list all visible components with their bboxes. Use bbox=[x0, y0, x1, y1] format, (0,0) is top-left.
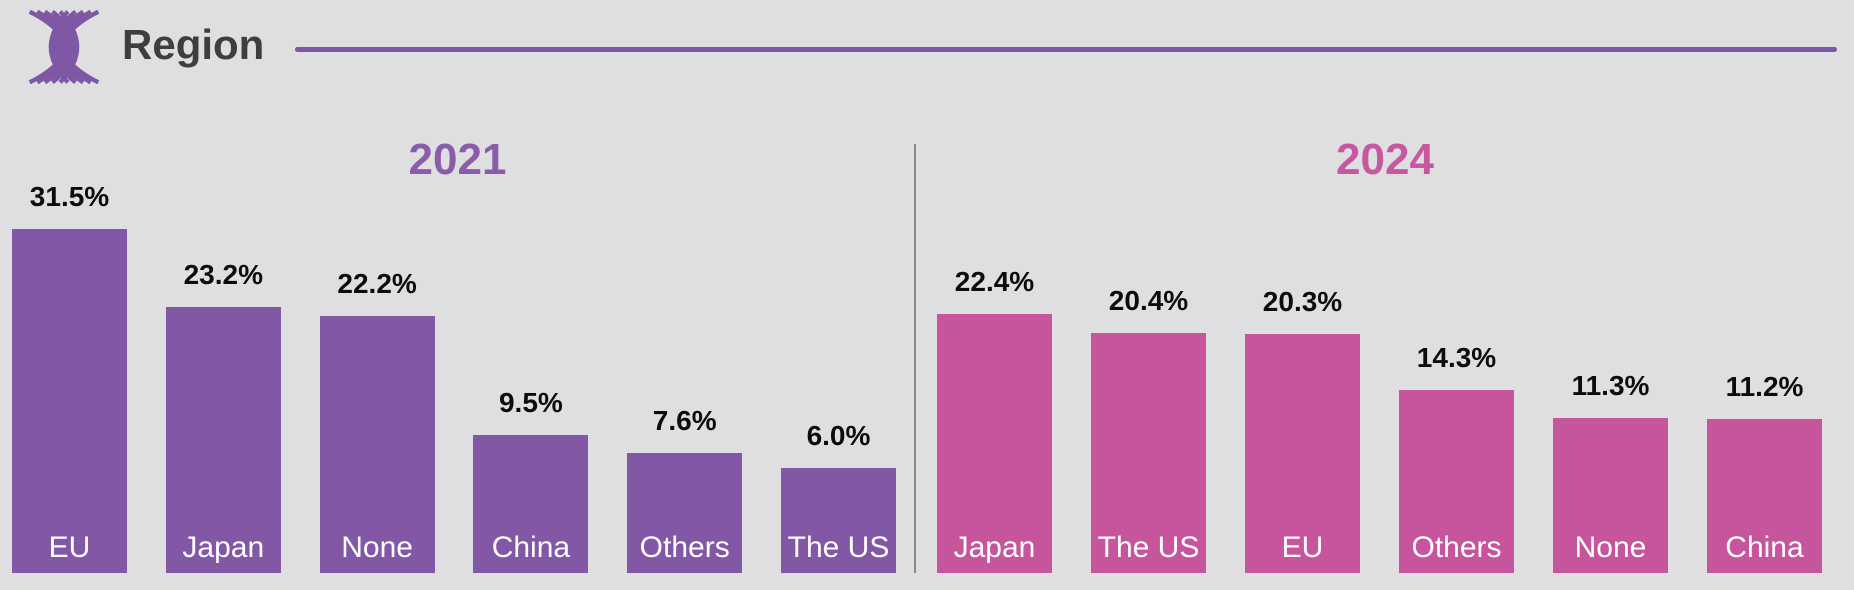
panel-2021: 2021 31.5% EU 23.2% Japan 22.2% None 9.5% China… bbox=[0, 0, 915, 573]
bar-category-label: None bbox=[1574, 531, 1647, 564]
bar: Others bbox=[627, 453, 743, 573]
bar-group: 11.3% None bbox=[1553, 370, 1668, 573]
bar-category-label: Japan bbox=[182, 531, 265, 564]
panel-title-2021: 2021 bbox=[408, 135, 507, 184]
bar: Others bbox=[1399, 390, 1514, 573]
bar-category-label: EU bbox=[48, 531, 91, 564]
header-accent-rule bbox=[295, 47, 1837, 52]
bar-category-label: The US bbox=[1097, 531, 1200, 564]
bar-group: 9.5% China bbox=[473, 387, 589, 573]
bar-group: 23.2% Japan bbox=[165, 259, 281, 573]
bar-value-label: 11.3% bbox=[1571, 370, 1650, 402]
bar: EU bbox=[12, 229, 127, 573]
bar-category-label: Others bbox=[639, 531, 730, 564]
asean-emblem-icon bbox=[28, 10, 100, 84]
bar-value-label: 20.3% bbox=[1262, 286, 1343, 318]
bar-value-label: 22.4% bbox=[954, 266, 1035, 298]
bar: None bbox=[1553, 418, 1668, 573]
bar-category-label: Japan bbox=[953, 531, 1036, 564]
bar-value-label: 6.0% bbox=[806, 420, 871, 452]
panel-2024-bars: 22.4% Japan 20.4% The US 20.3% EU 14.3% Others 1… bbox=[916, 266, 1854, 573]
bar-category-label: None bbox=[341, 531, 413, 564]
bar: China bbox=[473, 435, 589, 573]
bar-group: 22.2% None bbox=[319, 268, 435, 573]
bar-category-label: The US bbox=[787, 531, 890, 564]
bar: The US bbox=[780, 468, 896, 573]
panel-2021-bars: 31.5% EU 23.2% Japan 22.2% None 9.5% China 7.6% O… bbox=[0, 181, 915, 573]
bar: None bbox=[319, 316, 435, 573]
bar: Japan bbox=[937, 314, 1052, 573]
panel-title-2024: 2024 bbox=[1336, 135, 1434, 184]
bar-category-label: Others bbox=[1411, 531, 1502, 564]
bar-category-label: China bbox=[1725, 531, 1804, 564]
bar-value-label: 9.5% bbox=[498, 387, 563, 419]
page-title: Region bbox=[122, 21, 265, 68]
bar: China bbox=[1707, 419, 1822, 573]
bar-category-label: China bbox=[491, 531, 571, 564]
bar-group: 31.5% EU bbox=[12, 181, 127, 573]
bar-value-label: 14.3% bbox=[1416, 342, 1497, 374]
panel-divider-line bbox=[914, 144, 916, 573]
bar-value-label: 31.5% bbox=[29, 181, 110, 213]
bar-group: 22.4% Japan bbox=[937, 266, 1052, 573]
panel-2024: 2024 22.4% Japan 20.4% The US 20.3% EU 14.3% Ot… bbox=[916, 0, 1854, 573]
bar-group: 20.4% The US bbox=[1091, 285, 1206, 573]
bar-group: 11.2% China bbox=[1707, 371, 1822, 573]
bar: Japan bbox=[165, 307, 281, 573]
bar-value-label: 7.6% bbox=[652, 405, 717, 437]
bar-value-label: 23.2% bbox=[183, 259, 263, 291]
bar-group: 6.0% The US bbox=[780, 420, 896, 573]
bar-group: 7.6% Others bbox=[627, 405, 743, 573]
bar-value-label: 22.2% bbox=[337, 268, 417, 300]
bar-group: 14.3% Others bbox=[1399, 342, 1514, 573]
bar-category-label: EU bbox=[1281, 531, 1324, 564]
bar: The US bbox=[1091, 333, 1206, 573]
bar-group: 20.3% EU bbox=[1245, 286, 1360, 573]
bar: EU bbox=[1245, 334, 1360, 573]
bar-value-label: 20.4% bbox=[1108, 285, 1189, 317]
bar-value-label: 11.2% bbox=[1725, 371, 1804, 403]
